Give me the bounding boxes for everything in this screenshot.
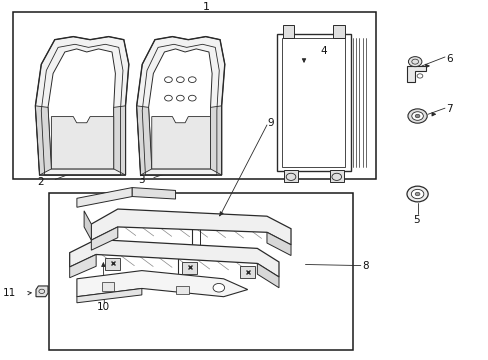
- Polygon shape: [137, 37, 224, 175]
- FancyBboxPatch shape: [102, 282, 114, 291]
- Circle shape: [406, 186, 427, 202]
- Circle shape: [416, 74, 422, 78]
- Polygon shape: [276, 34, 350, 171]
- Circle shape: [414, 192, 419, 196]
- Polygon shape: [266, 232, 290, 256]
- Text: 1: 1: [203, 2, 210, 12]
- Text: 4: 4: [320, 46, 326, 56]
- Polygon shape: [333, 25, 344, 38]
- Polygon shape: [91, 209, 290, 245]
- Polygon shape: [210, 106, 221, 175]
- Polygon shape: [77, 288, 142, 303]
- Polygon shape: [329, 170, 343, 182]
- Polygon shape: [91, 227, 118, 250]
- Polygon shape: [77, 271, 247, 297]
- Text: 11: 11: [2, 288, 16, 298]
- Text: 7: 7: [446, 104, 452, 114]
- Text: 3: 3: [138, 175, 145, 185]
- Text: 2: 2: [38, 177, 44, 187]
- Polygon shape: [35, 106, 51, 175]
- Circle shape: [407, 57, 421, 67]
- Text: 10: 10: [97, 302, 110, 312]
- Polygon shape: [407, 66, 425, 82]
- Circle shape: [411, 112, 423, 120]
- Text: 5: 5: [412, 215, 419, 225]
- Polygon shape: [48, 49, 115, 169]
- Polygon shape: [137, 106, 151, 175]
- FancyBboxPatch shape: [182, 262, 197, 274]
- Polygon shape: [36, 286, 48, 297]
- FancyBboxPatch shape: [13, 12, 375, 179]
- FancyBboxPatch shape: [176, 285, 189, 294]
- Polygon shape: [257, 264, 279, 288]
- FancyBboxPatch shape: [104, 258, 120, 270]
- Polygon shape: [69, 255, 96, 278]
- Circle shape: [410, 189, 423, 199]
- Polygon shape: [51, 117, 114, 169]
- Circle shape: [407, 109, 427, 123]
- Polygon shape: [151, 117, 210, 169]
- Text: 6: 6: [446, 54, 452, 64]
- Text: 8: 8: [362, 261, 368, 271]
- Polygon shape: [282, 25, 294, 38]
- Polygon shape: [132, 188, 175, 199]
- Text: 9: 9: [267, 118, 274, 128]
- Polygon shape: [84, 211, 91, 240]
- Polygon shape: [148, 49, 212, 169]
- Polygon shape: [114, 106, 125, 175]
- Polygon shape: [35, 37, 129, 175]
- Polygon shape: [283, 170, 298, 182]
- Circle shape: [414, 114, 419, 118]
- Polygon shape: [69, 239, 279, 277]
- Circle shape: [213, 283, 224, 292]
- Polygon shape: [77, 188, 132, 207]
- FancyBboxPatch shape: [49, 193, 352, 350]
- FancyBboxPatch shape: [239, 266, 254, 278]
